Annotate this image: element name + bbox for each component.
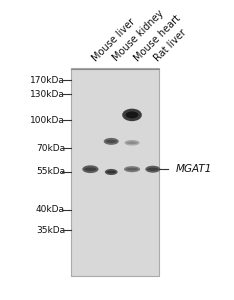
- Ellipse shape: [126, 142, 138, 144]
- Text: 35kDa: 35kDa: [36, 226, 65, 235]
- Ellipse shape: [124, 140, 139, 145]
- FancyBboxPatch shape: [71, 68, 159, 276]
- Text: 170kDa: 170kDa: [30, 76, 65, 85]
- Ellipse shape: [122, 109, 142, 121]
- Text: 40kDa: 40kDa: [36, 205, 65, 214]
- Ellipse shape: [126, 168, 138, 171]
- Text: 100kDa: 100kDa: [30, 116, 65, 125]
- Text: Rat liver: Rat liver: [153, 28, 189, 63]
- Ellipse shape: [104, 138, 119, 145]
- Text: 55kDa: 55kDa: [36, 167, 65, 176]
- Text: Mouse heart: Mouse heart: [132, 13, 182, 63]
- Text: Mouse liver: Mouse liver: [90, 17, 137, 63]
- Ellipse shape: [126, 112, 139, 118]
- Ellipse shape: [82, 165, 99, 173]
- Ellipse shape: [84, 167, 96, 171]
- Ellipse shape: [106, 140, 117, 143]
- Ellipse shape: [106, 171, 116, 173]
- Text: 70kDa: 70kDa: [36, 144, 65, 153]
- Ellipse shape: [105, 169, 117, 175]
- Text: 130kDa: 130kDa: [30, 89, 65, 98]
- Ellipse shape: [145, 166, 160, 173]
- Ellipse shape: [124, 166, 140, 172]
- Ellipse shape: [147, 168, 158, 171]
- Text: Mouse kidney: Mouse kidney: [111, 9, 166, 63]
- Text: MGAT1: MGAT1: [176, 164, 212, 174]
